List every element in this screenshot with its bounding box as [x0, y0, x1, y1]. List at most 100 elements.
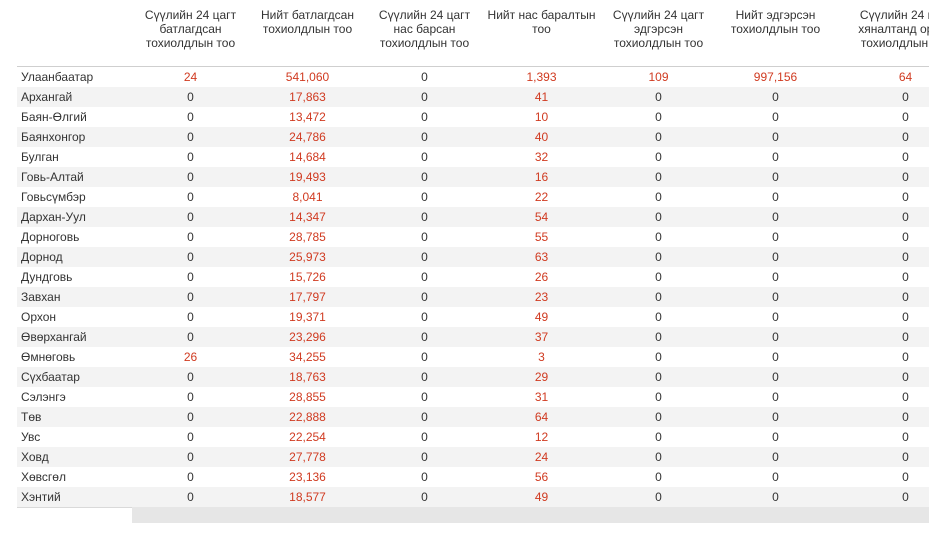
cell-region-name: Төв	[17, 407, 132, 427]
cell-total-deaths: 26	[483, 267, 600, 287]
table-row: Төв 0 22,888 0 64 0 0 0	[17, 407, 929, 427]
column-header-total-recovered[interactable]: Нийт эдгэрсэн тохиолдлын тоо	[717, 8, 834, 67]
cell-total-recovered: 0	[717, 467, 834, 487]
cell-new-recovered: 0	[600, 187, 717, 207]
cell-total-confirmed: 19,493	[249, 167, 366, 187]
cell-new-monitored: 0	[834, 387, 929, 407]
cell-total-deaths: 40	[483, 127, 600, 147]
cell-total-confirmed: 24,786	[249, 127, 366, 147]
cell-new-recovered: 0	[600, 467, 717, 487]
cell-new-recovered: 0	[600, 167, 717, 187]
cell-total-deaths: 16	[483, 167, 600, 187]
cell-new-confirmed: 0	[132, 147, 249, 167]
table-body: Улаанбаатар 24 541,060 0 1,393 109 997,156 64 Ар…	[17, 66, 929, 508]
cell-total-deaths: 10	[483, 107, 600, 127]
cell-region-name: Сүхбаатар	[17, 367, 132, 387]
cell-total-confirmed: 28,855	[249, 387, 366, 407]
cell-new-confirmed: 0	[132, 447, 249, 467]
cell-new-confirmed: 0	[132, 467, 249, 487]
cell-new-deaths: 0	[366, 247, 483, 267]
column-header-total-confirmed[interactable]: Нийт батлагдсан тохиолдлын тоо	[249, 8, 366, 67]
cell-new-recovered: 0	[600, 247, 717, 267]
cell-total-deaths: 37	[483, 327, 600, 347]
table-row: Улаанбаатар 24 541,060 0 1,393 109 997,156 64	[17, 66, 929, 87]
table-row: Увс 0 22,254 0 12 0 0 0	[17, 427, 929, 447]
cell-new-deaths: 0	[366, 367, 483, 387]
column-header-new-confirmed[interactable]: Сүүлийн 24 цагт батлагдсан тохиолдлын то…	[132, 8, 249, 67]
table-row: Баянхонгор 0 24,786 0 40 0 0 0	[17, 127, 929, 147]
cell-total-recovered: 0	[717, 407, 834, 427]
cell-new-confirmed: 0	[132, 327, 249, 347]
cell-region-name: Баянхонгор	[17, 127, 132, 147]
cell-new-deaths: 0	[366, 447, 483, 467]
cell-new-recovered: 0	[600, 487, 717, 508]
cell-new-monitored: 0	[834, 167, 929, 187]
cell-new-monitored: 0	[834, 107, 929, 127]
cell-total-recovered: 0	[717, 87, 834, 107]
column-header-new-recovered[interactable]: Сүүлийн 24 цагт эдгэрсэн тохиолдлын тоо	[600, 8, 717, 67]
column-header-region[interactable]	[17, 8, 132, 67]
cell-new-monitored: 64	[834, 66, 929, 87]
cell-region-name: Сэлэнгэ	[17, 387, 132, 407]
table-header-row: Сүүлийн 24 цагт батлагдсан тохиолдлын то…	[17, 8, 929, 67]
cell-total-deaths: 31	[483, 387, 600, 407]
cell-total-recovered: 0	[717, 327, 834, 347]
cell-new-monitored: 0	[834, 147, 929, 167]
column-header-new-monitored[interactable]: Сүүлийн 24 цагт хяналтанд орсон тохиолдл…	[834, 8, 929, 67]
cell-region-name: Хөвсгөл	[17, 467, 132, 487]
cell-region-name: Дорнод	[17, 247, 132, 267]
cell-total-recovered: 0	[717, 447, 834, 467]
cell-total-confirmed: 22,888	[249, 407, 366, 427]
cell-new-recovered: 0	[600, 327, 717, 347]
cell-new-deaths: 0	[366, 427, 483, 447]
cell-total-recovered: 0	[717, 487, 834, 508]
table-row: Дорноговь 0 28,785 0 55 0 0 0	[17, 227, 929, 247]
cell-new-deaths: 0	[366, 407, 483, 427]
cell-region-name: Өвөрхангай	[17, 327, 132, 347]
horizontal-scrollbar[interactable]	[132, 507, 929, 523]
table-row: Дархан-Уул 0 14,347 0 54 0 0 0	[17, 207, 929, 227]
cell-new-confirmed: 0	[132, 407, 249, 427]
cell-total-recovered: 0	[717, 127, 834, 147]
cell-region-name: Өмнөговь	[17, 347, 132, 367]
data-table-container: Сүүлийн 24 цагт батлагдсан тохиолдлын то…	[17, 8, 929, 508]
cell-total-confirmed: 34,255	[249, 347, 366, 367]
table-row: Хөвсгөл 0 23,136 0 56 0 0 0	[17, 467, 929, 487]
cell-total-recovered: 0	[717, 107, 834, 127]
cell-total-deaths: 49	[483, 307, 600, 327]
cell-new-confirmed: 0	[132, 267, 249, 287]
cell-total-confirmed: 541,060	[249, 66, 366, 87]
cell-new-deaths: 0	[366, 467, 483, 487]
column-header-new-deaths[interactable]: Сүүлийн 24 цагт нас барсан тохиолдлын то…	[366, 8, 483, 67]
cell-new-deaths: 0	[366, 127, 483, 147]
cell-new-recovered: 0	[600, 267, 717, 287]
cell-new-monitored: 0	[834, 327, 929, 347]
cell-total-deaths: 12	[483, 427, 600, 447]
cell-new-recovered: 0	[600, 447, 717, 467]
column-header-total-deaths[interactable]: Нийт нас баралтын тоо	[483, 8, 600, 67]
cell-total-confirmed: 27,778	[249, 447, 366, 467]
cell-new-recovered: 0	[600, 407, 717, 427]
cell-new-recovered: 0	[600, 147, 717, 167]
cell-new-recovered: 0	[600, 87, 717, 107]
cell-total-deaths: 64	[483, 407, 600, 427]
cell-new-monitored: 0	[834, 367, 929, 387]
cell-new-recovered: 0	[600, 427, 717, 447]
cell-new-confirmed: 0	[132, 227, 249, 247]
cell-total-deaths: 23	[483, 287, 600, 307]
cell-new-confirmed: 0	[132, 487, 249, 508]
table-row: Дундговь 0 15,726 0 26 0 0 0	[17, 267, 929, 287]
cell-region-name: Ховд	[17, 447, 132, 467]
cell-total-deaths: 3	[483, 347, 600, 367]
cell-new-monitored: 0	[834, 347, 929, 367]
cell-new-deaths: 0	[366, 287, 483, 307]
cell-new-monitored: 0	[834, 427, 929, 447]
table-row: Архангай 0 17,863 0 41 0 0 0	[17, 87, 929, 107]
cell-region-name: Булган	[17, 147, 132, 167]
cell-total-confirmed: 8,041	[249, 187, 366, 207]
cell-new-monitored: 0	[834, 307, 929, 327]
table-row: Өмнөговь 26 34,255 0 3 0 0 0	[17, 347, 929, 367]
cell-region-name: Орхон	[17, 307, 132, 327]
cell-new-confirmed: 0	[132, 307, 249, 327]
cell-new-confirmed: 0	[132, 367, 249, 387]
